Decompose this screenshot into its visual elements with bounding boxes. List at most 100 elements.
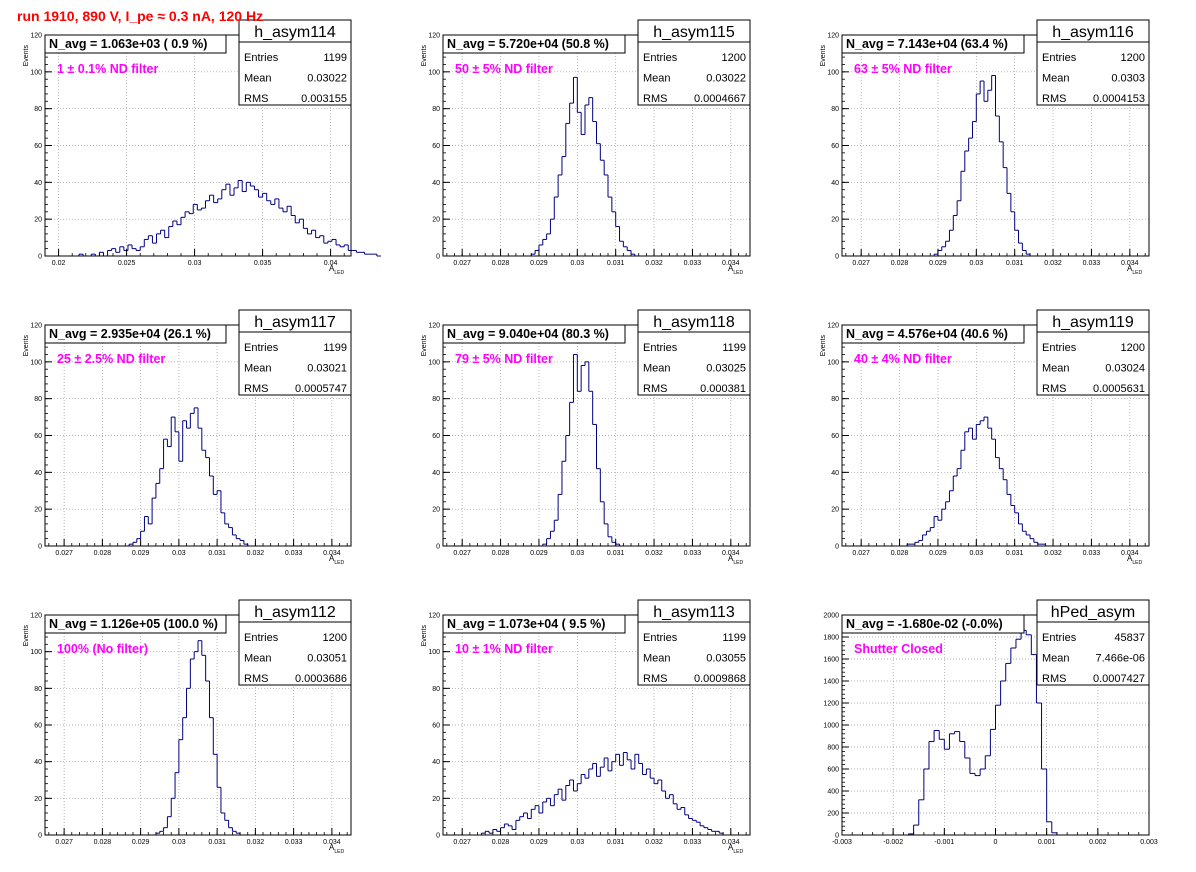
y-tick-label: 2000	[823, 613, 839, 620]
x-tick-label: 0.034	[722, 260, 740, 267]
stats-value: 0.03022	[706, 73, 746, 85]
y-tick-label: 80	[432, 686, 440, 693]
x-tick-label: 0	[994, 839, 998, 846]
navg-label: N_avg = 1.063e+03 ( 0.9 %)	[49, 37, 207, 51]
y-tick-label: 60	[432, 433, 440, 440]
stats-key: RMS	[1042, 383, 1066, 395]
x-tick-label: 0.033	[684, 839, 702, 846]
y-tick-label: 40	[34, 180, 42, 187]
stats-value: 1199	[722, 342, 746, 354]
x-tick-label: 0.033	[1083, 260, 1101, 267]
x-tick-label: 0.03	[188, 260, 202, 267]
stats-value: 0.03024	[1105, 363, 1145, 375]
y-tick-label: 100	[827, 69, 839, 76]
y-axis-label: Events	[421, 625, 428, 647]
y-tick-label: 1600	[823, 657, 839, 664]
stats-key: RMS	[244, 383, 268, 395]
x-tick-label: 0.029	[530, 839, 548, 846]
y-tick-label: 40	[432, 470, 440, 477]
stats-key: Mean	[643, 73, 671, 85]
stats-value: 0.03022	[307, 73, 347, 85]
x-tick-label: 0.03	[571, 839, 585, 846]
y-tick-label: 20	[34, 507, 42, 514]
y-tick-label: 20	[34, 217, 42, 224]
x-tick-label: 0.027	[453, 260, 471, 267]
histogram-name: h_asym112	[254, 604, 336, 621]
y-tick-label: 1400	[823, 679, 839, 686]
x-tick-label: 0.029	[530, 260, 548, 267]
stats-box	[238, 621, 352, 686]
y-tick-label: 40	[831, 470, 839, 477]
histogram-panel-h_asym113: 0.027 0.028 0.029 0.03 0.031 0.032 0.033 0.034 0…	[421, 599, 751, 855]
x-tick-label: 0.028	[891, 550, 909, 557]
x-axis-label-subscript: LED	[334, 560, 344, 566]
x-tick-label: 0.027	[453, 839, 471, 846]
histogram-panel-h_asym118: 0.027 0.028 0.029 0.03 0.031 0.032 0.033 0.034 0…	[421, 309, 751, 566]
stats-value: 1200	[722, 52, 746, 64]
stats-value: 1199	[722, 632, 746, 644]
x-tick-label: 0.028	[492, 550, 510, 557]
stats-value: 0.0004667	[694, 93, 746, 105]
stats-value: 0.0303	[1111, 73, 1145, 85]
x-tick-label: 0.03	[970, 550, 984, 557]
histogram-panel-h_asym117: 0.027 0.028 0.029 0.03 0.031 0.032 0.033 0.034 0…	[23, 309, 352, 566]
x-tick-label: 0.033	[285, 839, 303, 846]
stats-key: Mean	[643, 653, 671, 665]
y-tick-label: 80	[831, 106, 839, 113]
x-tick-label: 0.032	[1044, 260, 1062, 267]
x-tick-label: -0.002	[883, 839, 903, 846]
y-tick-label: 100	[30, 649, 42, 656]
y-tick-label: 0	[38, 544, 42, 551]
y-tick-label: 120	[30, 323, 42, 330]
y-tick-label: 200	[827, 811, 839, 818]
histogram-name: h_asym119	[1052, 314, 1134, 331]
stats-box	[637, 41, 751, 106]
x-tick-label: 0.031	[208, 839, 226, 846]
x-tick-label: 0.03	[172, 550, 186, 557]
histogram-name: h_asym113	[653, 604, 735, 621]
x-tick-label: 0.033	[1083, 550, 1101, 557]
y-tick-label: 120	[827, 323, 839, 330]
x-tick-label: 0.034	[323, 839, 341, 846]
stats-key: Mean	[244, 653, 272, 665]
x-tick-label: 0.025	[118, 260, 136, 267]
y-tick-label: 60	[34, 143, 42, 150]
filter-label: 63 ± 5% ND filter	[854, 62, 952, 76]
x-tick-label: 0.034	[722, 839, 740, 846]
y-tick-label: 120	[428, 613, 440, 620]
x-axis-label-subscript: LED	[1132, 560, 1142, 566]
navg-box	[442, 614, 626, 634]
histogram-name: h_asym116	[1052, 24, 1134, 41]
x-tick-label: 0.032	[247, 839, 265, 846]
y-tick-label: 0	[38, 833, 42, 840]
y-tick-label: 20	[432, 507, 440, 514]
x-tick-label: 0.028	[94, 839, 112, 846]
run-title: run 1910, 890 V, I_pe ≈ 0.3 nA, 120 Hz	[17, 8, 264, 24]
y-tick-label: 80	[432, 396, 440, 403]
y-tick-label: 20	[34, 796, 42, 803]
stats-key: Mean	[1042, 653, 1070, 665]
x-tick-label: 0.031	[1006, 550, 1024, 557]
y-tick-label: 100	[428, 649, 440, 656]
x-tick-label: -0.001	[934, 839, 954, 846]
histogram-name: h_asym114	[254, 24, 336, 41]
stats-key: Entries	[643, 52, 678, 64]
navg-box	[841, 34, 1025, 54]
x-axis-label-subscript: LED	[733, 270, 743, 276]
x-tick-label: 0.033	[285, 550, 303, 557]
stats-key: Mean	[1042, 363, 1070, 375]
navg-label: N_avg = 9.040e+04 (80.3 %)	[447, 327, 609, 341]
stats-key: RMS	[1042, 673, 1066, 685]
x-tick-label: 0.034	[722, 550, 740, 557]
stats-value: 0.0005747	[295, 383, 347, 395]
histogram-panel-h_asym115: 0.027 0.028 0.029 0.03 0.031 0.032 0.033 0.034 0…	[421, 19, 751, 276]
y-tick-label: 400	[827, 789, 839, 796]
stats-key: RMS	[244, 673, 268, 685]
x-tick-label: 0.029	[132, 839, 150, 846]
navg-box	[44, 324, 227, 344]
y-axis-label: Events	[820, 45, 827, 67]
navg-label: N_avg = 1.073e+04 ( 9.5 %)	[447, 617, 605, 631]
stats-key: Entries	[244, 342, 279, 354]
y-tick-label: 60	[34, 723, 42, 730]
